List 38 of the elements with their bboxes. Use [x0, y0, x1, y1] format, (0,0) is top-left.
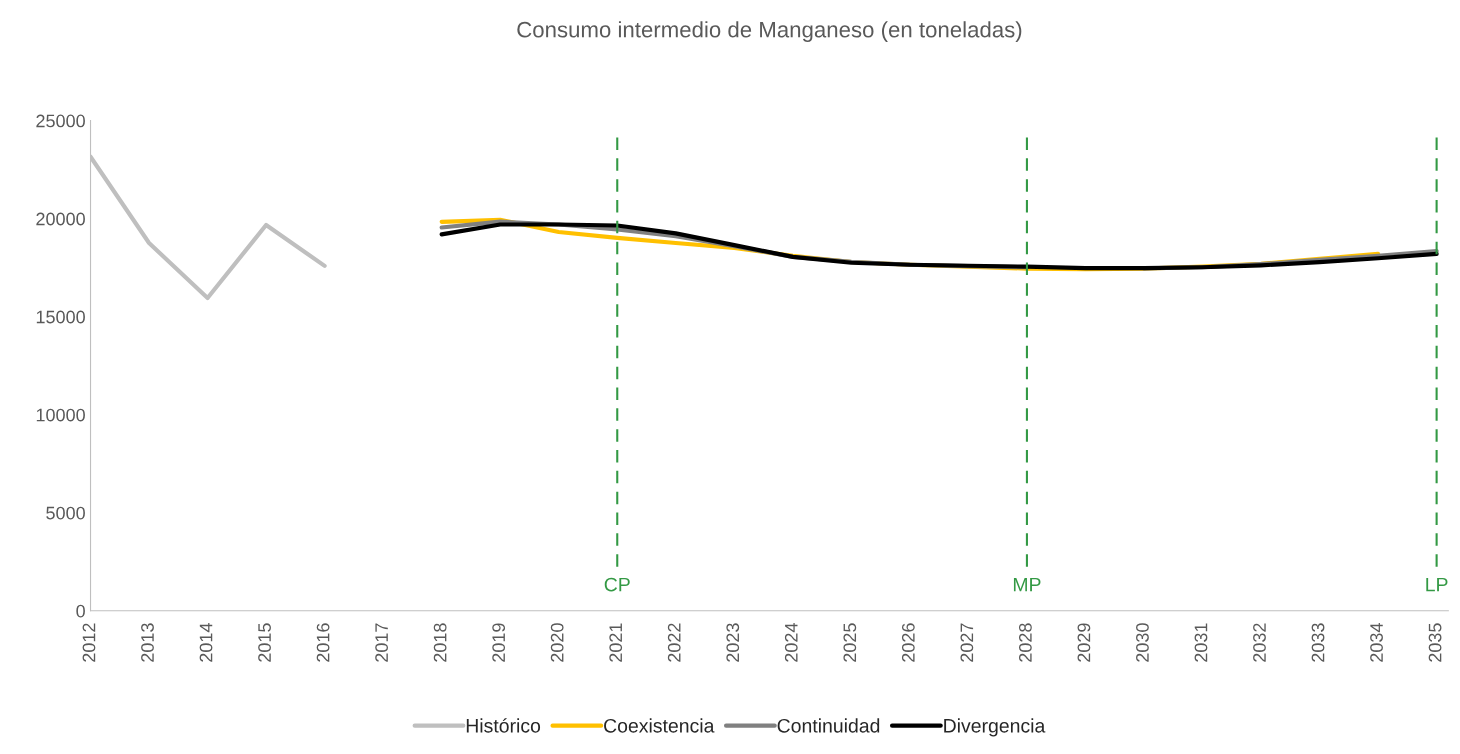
ref-line-label: LP — [1426, 577, 1448, 592]
legend-label: Divergencia — [944, 718, 1046, 737]
ref-line-label: MP — [1013, 577, 1041, 592]
x-tick-label: 2028 — [1018, 623, 1032, 662]
x-tick-label: 2023 — [726, 623, 740, 662]
legend-label: Continuidad — [777, 718, 880, 733]
x-tick-label: 2021 — [609, 623, 623, 662]
legend-label: Histórico — [466, 718, 541, 733]
x-tick-label: 2013 — [141, 623, 154, 662]
y-tick-label: 15000 — [36, 310, 85, 324]
x-tick-label: 2022 — [667, 623, 681, 662]
y-tick-label: 25000 — [36, 114, 85, 128]
legend-label: Coexistencia — [604, 718, 715, 733]
y-tick-label: 0 — [76, 604, 85, 618]
x-tick-label: 2035 — [1428, 623, 1442, 662]
x-tick-label: 2034 — [1370, 623, 1383, 662]
x-tick-label: 2015 — [258, 623, 271, 662]
chart-title: Consumo intermedio de Manganeso (en toneladas) — [517, 21, 1022, 42]
x-tick-label: 2031 — [1194, 623, 1208, 662]
x-tick-label: 2032 — [1253, 623, 1266, 662]
ref-line-label: CP — [604, 577, 630, 592]
x-tick-label: 2016 — [316, 623, 330, 662]
x-tick-label: 2026 — [901, 623, 915, 662]
x-tick-label: 2027 — [960, 623, 974, 662]
x-tick-label: 2024 — [784, 623, 798, 662]
x-tick-label: 2030 — [1136, 623, 1149, 662]
x-tick-label: 2012 — [82, 623, 96, 662]
x-tick-label: 2029 — [1077, 623, 1091, 662]
x-tick-label: 2025 — [843, 623, 857, 662]
y-tick-label: 5000 — [46, 506, 85, 520]
x-tick-label: 2017 — [375, 623, 388, 662]
x-tick-label: 2020 — [550, 623, 564, 662]
x-tick-label: 2033 — [1311, 623, 1325, 662]
x-tick-label: 2014 — [199, 623, 213, 662]
y-tick-label: 20000 — [36, 212, 85, 226]
x-tick-label: 2019 — [492, 623, 506, 662]
y-tick-label: 10000 — [36, 408, 85, 422]
x-tick-label: 2018 — [433, 623, 447, 662]
